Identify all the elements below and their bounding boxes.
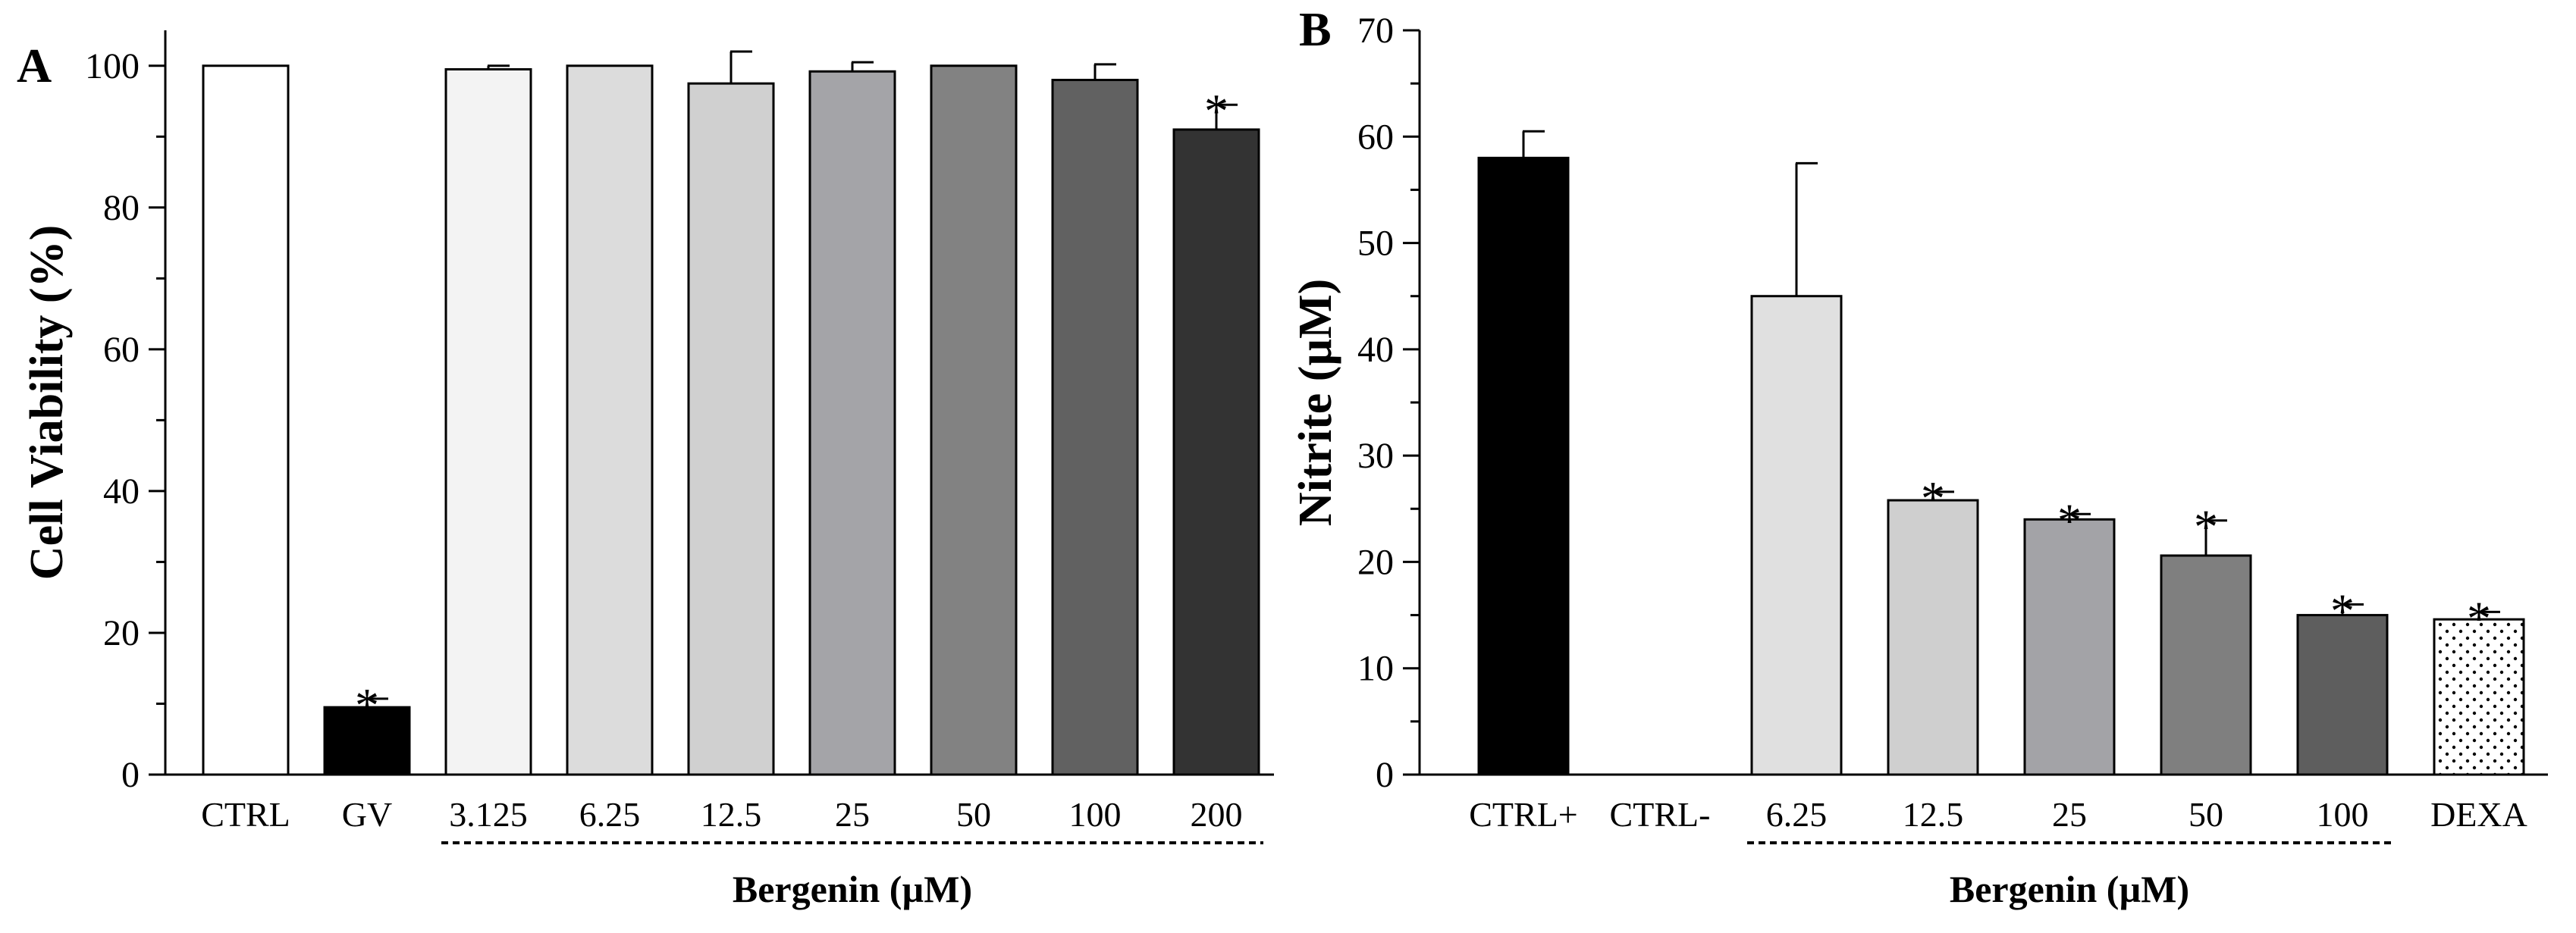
significance-marker: *: [2330, 584, 2355, 638]
panel-b: B 0 10 20 30 40 50 60 70 Nitrite (µM) CTRL+ CTRL- 6.…: [1290, 2, 2548, 910]
x-tick-label: 6.25: [579, 795, 641, 834]
bar-3.125: [444, 67, 532, 776]
x-tick-label: 6.25: [1766, 795, 1828, 834]
x-tick-label: 25: [835, 795, 870, 834]
bar-6.25: [1750, 295, 1843, 776]
bar-12.5: [687, 82, 775, 776]
x-tick-label: 50: [956, 795, 991, 834]
x-tick-label: 25: [2052, 795, 2087, 834]
y-tick-label: 100: [85, 46, 140, 86]
x-tick-label: 100: [1069, 795, 1122, 834]
bar-6.25: [566, 64, 654, 776]
bar-CTRL: [202, 64, 290, 776]
x-tick-label: 100: [2317, 795, 2369, 834]
x-tick-label: 12.5: [1903, 795, 1964, 834]
y-tick-label: 40: [1357, 330, 1394, 370]
x-tick-label: 3.125: [449, 795, 528, 834]
bar-50: [930, 64, 1018, 776]
x-tick-label: CTRL-: [1610, 795, 1711, 834]
panel-a: A 0 20 40 60 80 100 Cell Viability (%) CTRL * GV 3.…: [17, 30, 1274, 910]
y-tick-label: 30: [1357, 436, 1394, 476]
x-tick-label: 50: [2189, 795, 2223, 834]
bar-100: [2296, 614, 2389, 776]
bar-200: [1172, 128, 1260, 776]
y-tick-label: 70: [1357, 11, 1394, 51]
y-tick-label: 20: [103, 613, 140, 653]
x-tick-label: CTRL: [201, 795, 290, 834]
significance-marker: *: [1921, 471, 1945, 525]
panel-label: B: [1299, 2, 1332, 56]
y-tick-label: 0: [1376, 755, 1394, 795]
y-tick-label: 50: [1357, 224, 1394, 264]
x-tick-label: DEXA: [2430, 795, 2527, 834]
bar-50: [2160, 554, 2252, 776]
group-label: Bergenin (µM): [733, 868, 972, 910]
bar-100: [1051, 78, 1139, 776]
y-tick-label: 0: [121, 755, 140, 795]
panel-label: A: [17, 39, 52, 92]
y-tick-label: 80: [103, 188, 140, 228]
x-tick-label: 12.5: [701, 795, 762, 834]
y-axis-title: Cell Viability (%): [21, 225, 73, 580]
y-tick-label: 20: [1357, 542, 1394, 582]
significance-marker: *: [2467, 591, 2491, 645]
significance-marker: *: [2194, 500, 2218, 554]
x-tick-label: GV: [342, 795, 392, 834]
bar-CTRL+: [1477, 156, 1570, 776]
bar-GV: [323, 706, 411, 776]
significance-marker: *: [2057, 493, 2082, 547]
y-tick-label: 60: [103, 330, 140, 370]
group-label: Bergenin (µM): [1950, 868, 2189, 910]
y-tick-label: 40: [103, 471, 140, 512]
y-axis-title: Nitrite (µM): [1290, 279, 1341, 527]
x-tick-label: CTRL+: [1469, 795, 1578, 834]
significance-marker: *: [1204, 84, 1228, 138]
x-tick-label: 200: [1191, 795, 1243, 834]
bar-12.5: [1887, 499, 1979, 776]
bar-25: [808, 70, 896, 776]
y-tick-label: 10: [1357, 649, 1394, 689]
y-tick-label: 60: [1357, 117, 1394, 157]
significance-marker: *: [355, 678, 379, 732]
bar-25: [2023, 518, 2116, 776]
